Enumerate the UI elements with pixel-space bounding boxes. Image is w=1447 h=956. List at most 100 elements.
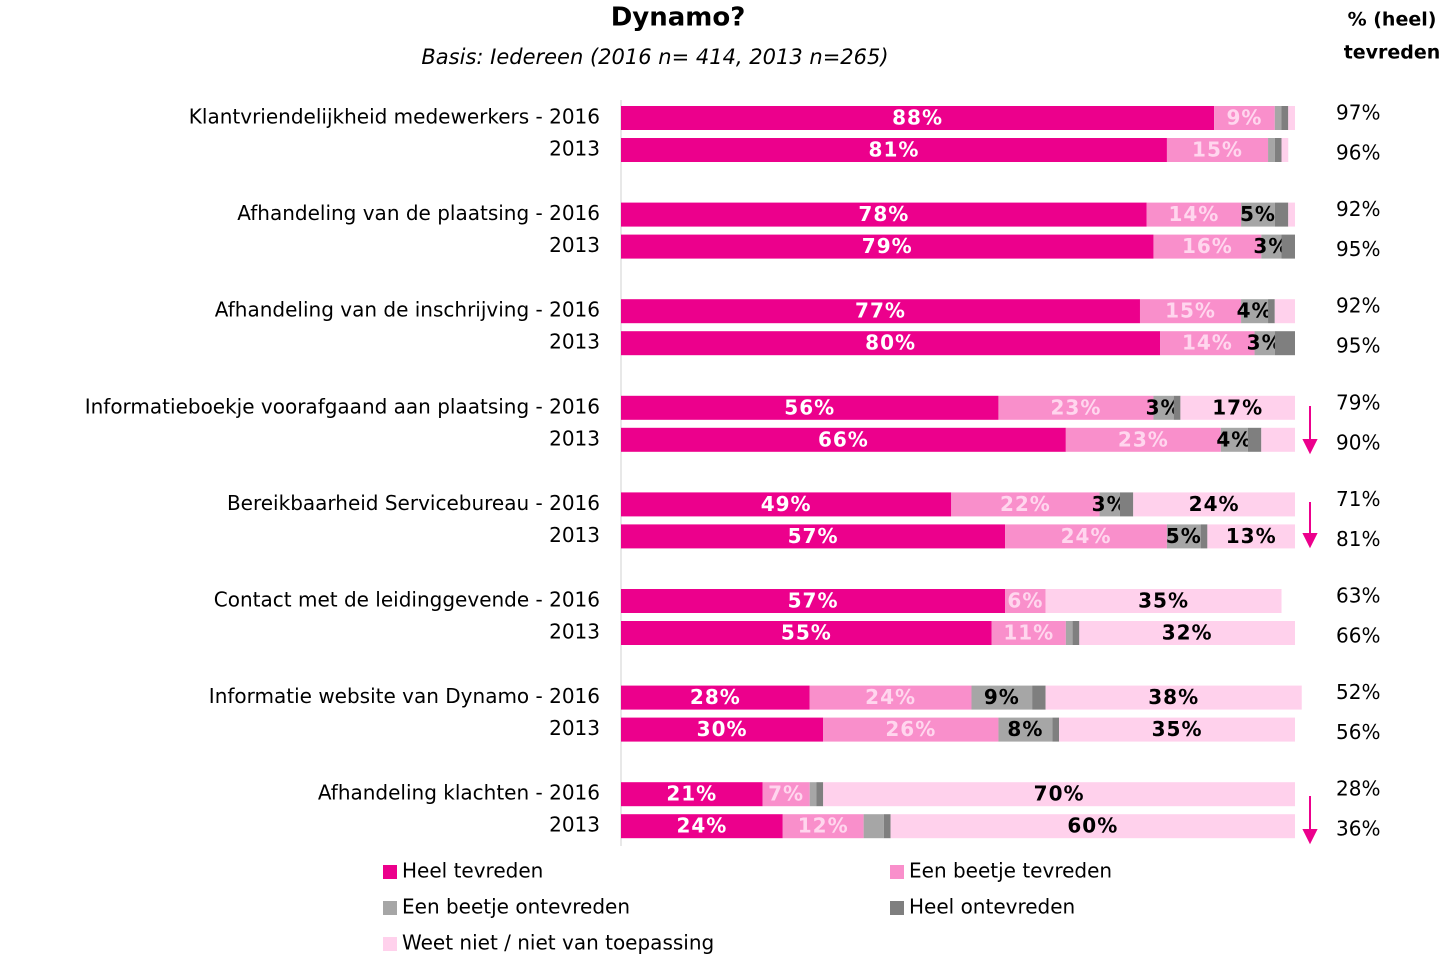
data-label: 35%: [1152, 717, 1203, 741]
category-label: Contact met de leidinggevende - 2016: [214, 588, 600, 612]
bar-segment: [1247, 427, 1262, 452]
bar-segment: [1241, 202, 1275, 227]
total-label: 95%: [1336, 334, 1380, 358]
category-label: 2013: [549, 137, 600, 161]
total-label: 66%: [1336, 624, 1380, 648]
total-label: 92%: [1336, 197, 1380, 221]
bar-segment: [1160, 331, 1255, 356]
bar-segment: [1146, 202, 1242, 227]
bar-segment: [1200, 524, 1208, 549]
legend-label: Een beetje tevreden: [909, 859, 1112, 883]
total-label: 63%: [1336, 584, 1380, 608]
bar-segment: [782, 814, 864, 839]
bar-segment: [1268, 299, 1275, 324]
bar-segment: [621, 138, 1167, 162]
bar-segment: [1065, 621, 1073, 645]
arrow-head: [1302, 533, 1318, 549]
data-label: 11%: [1003, 621, 1054, 645]
bar-segment: [823, 717, 999, 742]
bar-segment: [1261, 427, 1295, 452]
chart-subtitle: Basis: Iedereen (2016 n= 414, 2013 n=265…: [421, 45, 888, 69]
bar-segment: [621, 685, 810, 710]
bar-segment: [971, 685, 1033, 710]
category-label: Informatieboekje voorafgaand aan plaatsi…: [85, 394, 600, 418]
data-label: 57%: [788, 524, 839, 548]
category-label: 2013: [549, 330, 600, 354]
bar-segment: [621, 717, 824, 742]
data-label: 57%: [788, 589, 839, 613]
data-label: 23%: [1118, 427, 1169, 451]
bar-segment: [890, 814, 1295, 839]
data-label: 16%: [1182, 234, 1233, 258]
legend-swatch: [383, 937, 397, 951]
bar-segment: [998, 395, 1154, 420]
bar-segment: [1133, 492, 1295, 517]
data-label: 26%: [885, 717, 936, 741]
category-label: Informatie website van Dynamo - 2016: [209, 684, 600, 708]
bar-segment: [863, 814, 884, 839]
total-label: 90%: [1336, 430, 1380, 454]
bar-segment: [1220, 427, 1248, 452]
data-label: 12%: [798, 814, 849, 838]
total-label: 96%: [1336, 141, 1380, 165]
data-label: 30%: [697, 717, 748, 741]
legend-label: Weet niet / niet van toepassing: [402, 931, 714, 955]
data-label: 55%: [781, 621, 832, 645]
bar-segment: [1180, 395, 1295, 420]
bar-segment: [1099, 492, 1120, 517]
bar-segment: [1274, 331, 1295, 356]
bar-segment: [1139, 299, 1242, 324]
data-label: 14%: [1182, 331, 1233, 355]
data-label: 9%: [984, 685, 1020, 709]
bar-segment: [823, 782, 1295, 807]
total-label: 28%: [1336, 777, 1380, 801]
drop-arrows: [1302, 406, 1318, 845]
bar-segment: [809, 685, 972, 710]
arrow-head: [1302, 439, 1318, 455]
total-label: 71%: [1336, 487, 1380, 511]
category-label: Bereikbaarheid Servicebureau - 2016: [227, 491, 600, 515]
data-label: 66%: [818, 427, 869, 451]
total-label: 52%: [1336, 680, 1380, 704]
bar-segment: [816, 782, 824, 807]
chart-title: Dynamo?: [611, 3, 746, 33]
legend-swatch: [890, 901, 904, 915]
data-label: 81%: [869, 138, 920, 162]
total-label: 36%: [1336, 817, 1380, 841]
bar-segment: [621, 331, 1161, 356]
legend-swatch: [383, 901, 397, 915]
bar-segment: [1254, 331, 1275, 356]
bar-segment: [1079, 621, 1295, 645]
data-label: 6%: [1007, 589, 1043, 613]
arrow-head: [1302, 829, 1318, 845]
total-label: 81%: [1336, 527, 1380, 551]
bar-segment: [1173, 395, 1181, 420]
data-label: 24%: [1061, 524, 1112, 548]
category-label: 2013: [549, 523, 600, 547]
data-label: 49%: [761, 492, 812, 516]
legend-label: Een beetje ontevreden: [402, 895, 630, 919]
bar-segment: [1045, 589, 1282, 613]
bar-segment: [1207, 524, 1295, 549]
bar-segment: [621, 782, 763, 807]
bar-segment: [1166, 138, 1269, 162]
category-label: Afhandeling van de plaatsing - 2016: [237, 201, 600, 225]
legend-label: Heel tevreden: [402, 859, 543, 883]
total-label: 92%: [1336, 294, 1380, 318]
total-label: 56%: [1336, 720, 1380, 744]
bar-segment: [1281, 106, 1289, 130]
bar-segment: [1072, 621, 1080, 645]
total-label: 95%: [1336, 237, 1380, 261]
bar-segment: [1214, 106, 1275, 130]
data-label: 4%: [1237, 299, 1273, 323]
bar-segment: [1052, 717, 1060, 742]
bar-segment: [1166, 524, 1201, 549]
total-header: % (heel): [1348, 9, 1437, 31]
category-label: 2013: [549, 813, 600, 837]
bar-segment: [621, 395, 999, 420]
bar-segment: [621, 427, 1066, 452]
bar-segment: [1268, 138, 1275, 162]
data-label: 8%: [1007, 717, 1043, 741]
data-label: 7%: [768, 782, 804, 806]
